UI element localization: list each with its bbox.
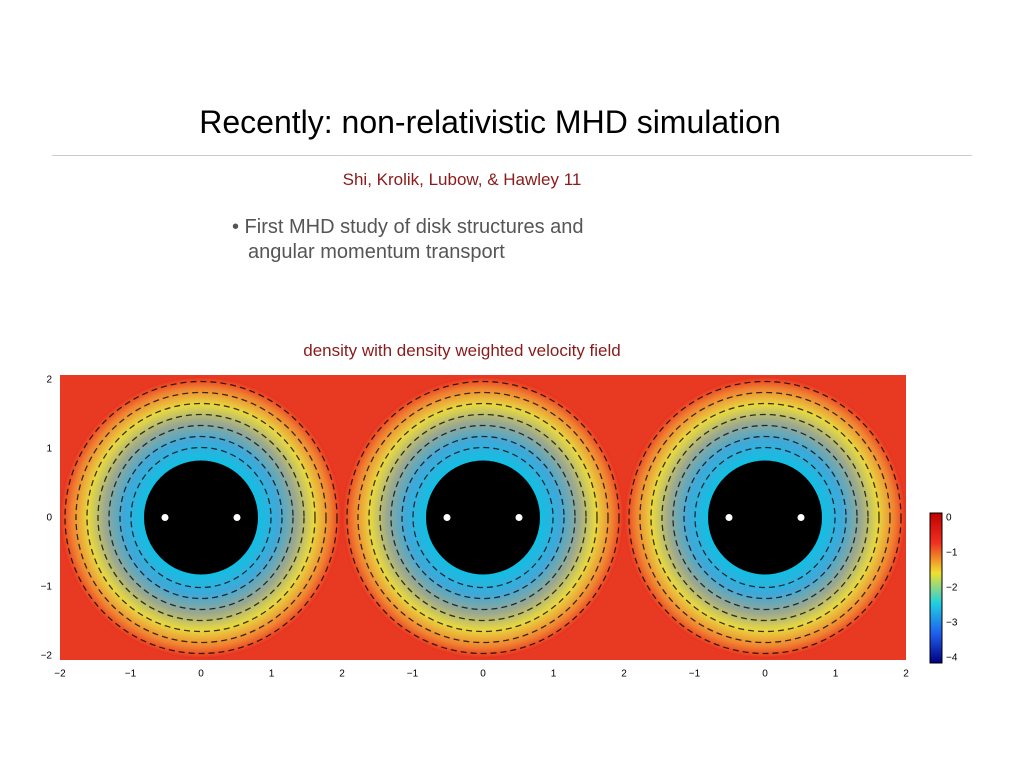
x-tick-label: 1 bbox=[551, 669, 557, 680]
binary-star bbox=[515, 514, 523, 521]
x-tick-label: 0 bbox=[762, 669, 768, 680]
y-tick-label: 2 bbox=[46, 375, 52, 386]
velocity-arrows bbox=[390, 424, 576, 611]
bullet-line: • First MHD study of disk structures and bbox=[232, 216, 584, 238]
binary-star bbox=[443, 514, 451, 521]
central-hole bbox=[144, 460, 258, 575]
velocity-arrows bbox=[64, 380, 338, 655]
velocity-arrows bbox=[628, 380, 902, 655]
velocity-arrows bbox=[412, 446, 554, 589]
y-tick-label: 1 bbox=[46, 444, 52, 455]
velocity-arrows bbox=[75, 391, 327, 644]
velocity-arrows bbox=[97, 413, 305, 622]
y-tick-label: 0 bbox=[46, 513, 52, 524]
velocity-arrows bbox=[130, 446, 272, 589]
velocity-arrows bbox=[346, 380, 620, 655]
binary-star bbox=[233, 514, 241, 521]
x-tick-label: 0 bbox=[198, 669, 204, 680]
velocity-arrows bbox=[694, 446, 836, 589]
velocity-arrows bbox=[639, 391, 891, 644]
slide-title: Recently: non-relativistic MHD simulatio… bbox=[199, 104, 781, 140]
divider bbox=[52, 155, 972, 156]
binary-star bbox=[725, 514, 733, 521]
velocity-arrows bbox=[108, 424, 294, 611]
x-tick-label: 0 bbox=[480, 669, 486, 680]
binary-star bbox=[797, 514, 805, 521]
x-tick-label: −2 bbox=[54, 669, 66, 680]
x-tick-label: −1 bbox=[407, 669, 419, 680]
velocity-arrows bbox=[650, 402, 880, 633]
velocity-arrows bbox=[661, 413, 869, 622]
velocity-arrows bbox=[379, 413, 587, 622]
velocity-arrows bbox=[119, 435, 283, 600]
velocity-arrows bbox=[401, 435, 565, 600]
central-hole bbox=[426, 460, 540, 575]
bullet-line: angular momentum transport bbox=[248, 241, 505, 263]
x-tick-label: 2 bbox=[903, 669, 909, 680]
colorbar bbox=[929, 512, 943, 664]
x-tick-label: 1 bbox=[269, 669, 275, 680]
x-tick-label: 2 bbox=[621, 669, 627, 680]
binary-star bbox=[161, 514, 169, 521]
caption: density with density weighted velocity f… bbox=[303, 341, 621, 360]
velocity-arrows bbox=[357, 391, 609, 644]
x-tick-label: 2 bbox=[339, 669, 345, 680]
velocity-arrows bbox=[672, 424, 858, 611]
velocity-arrows bbox=[86, 402, 316, 633]
colorbar-tick-label: −3 bbox=[946, 618, 958, 629]
citation: Shi, Krolik, Lubow, & Hawley 11 bbox=[342, 170, 582, 189]
y-tick-label: −1 bbox=[41, 582, 53, 593]
central-hole bbox=[708, 460, 822, 575]
colorbar-tick-label: −1 bbox=[946, 548, 958, 559]
colorbar-tick-label: −4 bbox=[946, 653, 958, 664]
velocity-arrows bbox=[368, 402, 598, 633]
x-tick-label: −1 bbox=[689, 669, 701, 680]
x-tick-label: 1 bbox=[833, 669, 839, 680]
colorbar-tick-label: −2 bbox=[946, 583, 958, 594]
velocity-arrows bbox=[683, 435, 847, 600]
y-tick-label: −2 bbox=[41, 651, 53, 662]
x-tick-label: −1 bbox=[125, 669, 137, 680]
colorbar-tick-label: 0 bbox=[946, 513, 952, 524]
